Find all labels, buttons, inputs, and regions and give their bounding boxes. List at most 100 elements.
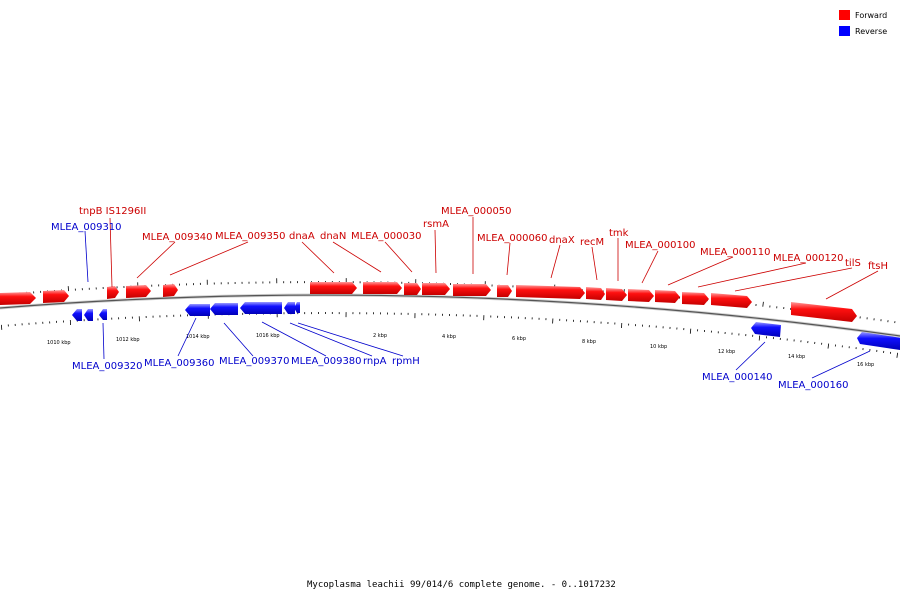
gene-forward — [363, 282, 402, 294]
tick-mark — [758, 335, 761, 341]
gene-label: rpmH — [392, 356, 420, 367]
gene-forward — [107, 286, 119, 299]
gene-label: dnaN — [320, 231, 346, 242]
legend: Forward Reverse — [839, 10, 887, 36]
gene-label: rnpA — [363, 356, 387, 367]
leader-line — [667, 256, 734, 286]
gene-forward — [628, 289, 654, 302]
gene-label: MLEA_000120 — [773, 253, 844, 264]
leader-line — [177, 317, 197, 357]
tick-label: 1016 kbp — [256, 333, 280, 339]
gene-forward — [126, 285, 151, 298]
forward-genes — [0, 282, 857, 322]
gene-reverse — [72, 309, 82, 321]
gene-label: tilS — [845, 258, 861, 269]
legend-forward-label: Forward — [855, 11, 887, 20]
gene-forward — [516, 285, 585, 299]
leader-line — [102, 322, 105, 360]
gene-forward — [310, 282, 357, 294]
tick-labels: 1010 kbp 1012 kbp 1014 kbp 1016 kbp 2 kb… — [47, 333, 874, 368]
leader-line — [301, 241, 335, 274]
gene-reverse — [751, 322, 781, 337]
leader-line — [84, 230, 89, 283]
leader-line — [169, 241, 249, 276]
genome-backbone-line — [0, 294, 900, 337]
gene-label: MLEA_009340 — [142, 232, 213, 243]
leader-line — [641, 250, 659, 284]
gene-forward — [422, 283, 450, 295]
gene-reverse — [857, 332, 900, 350]
leader-line — [332, 241, 382, 273]
leader-line — [384, 241, 413, 273]
gene-forward — [791, 302, 857, 322]
leader-line — [136, 241, 176, 279]
gene-label: MLEA_000110 — [700, 247, 771, 258]
tick-label: 6 kbp — [512, 336, 526, 342]
tick-label: 1010 kbp — [47, 340, 71, 346]
leader-line — [434, 229, 437, 274]
forward-gene-labels: tnpB IS1296II MLEA_009340 MLEA_009350 dn… — [79, 206, 888, 272]
leader-line — [223, 322, 254, 357]
gene-forward — [655, 290, 680, 303]
gene-reverse — [284, 302, 295, 314]
gene-label: MLEA_009350 — [215, 231, 286, 242]
gene-reverse — [99, 309, 107, 320]
gene-forward — [43, 290, 69, 303]
leader-line — [811, 350, 871, 379]
gene-label: MLEA_009380 — [291, 356, 362, 367]
gene-forward — [586, 287, 605, 300]
gene-label: rsmA — [423, 219, 449, 230]
legend-reverse-label: Reverse — [855, 27, 887, 36]
legend-reverse-swatch — [839, 26, 850, 36]
tick-mark — [689, 328, 692, 334]
gene-label: tmk — [609, 228, 629, 239]
tick-label: 12 kbp — [718, 349, 735, 355]
tick-label: 2 kbp — [373, 333, 387, 339]
gene-label: MLEA_000050 — [441, 206, 512, 217]
gene-label: MLEA_000030 — [351, 231, 422, 242]
leader-line — [550, 244, 561, 279]
tick-mark — [827, 343, 830, 349]
gene-label: MLEA_009370 — [219, 356, 290, 367]
reverse-genes — [72, 302, 900, 350]
leader-line — [734, 267, 853, 292]
leader-line — [297, 322, 404, 357]
tick-label: 8 kbp — [582, 339, 596, 345]
gene-forward — [404, 283, 421, 295]
legend-forward-swatch — [839, 10, 850, 20]
leader-line — [697, 262, 807, 288]
leader-line — [735, 341, 766, 371]
tick-mark — [762, 301, 764, 307]
leader-line — [109, 217, 113, 288]
gene-label: MLEA_000060 — [477, 233, 548, 244]
tick-label: 4 kbp — [442, 334, 456, 340]
gene-forward — [497, 285, 512, 297]
gene-reverse — [294, 302, 300, 313]
gene-label: MLEA_009360 — [144, 358, 215, 369]
gene-reverse — [240, 302, 282, 314]
genome-caption: Mycoplasma leachii 99/014/6 complete gen… — [307, 580, 616, 590]
gene-reverse — [84, 309, 93, 321]
gene-label: MLEA_000160 — [778, 380, 849, 391]
tick-label: 1012 kbp — [116, 337, 140, 343]
gene-forward — [0, 292, 36, 305]
gene-reverse — [210, 303, 238, 315]
gene-label: MLEA_009310 — [51, 222, 122, 233]
gene-label: dnaX — [549, 235, 575, 246]
leader-line — [261, 321, 327, 357]
leader-line — [825, 270, 879, 300]
gene-forward — [682, 292, 709, 305]
gene-label: dnaA — [289, 231, 315, 242]
leader-lines-forward — [109, 217, 879, 300]
leader-lines-reverse — [84, 230, 871, 379]
gene-label: MLEA_000100 — [625, 240, 696, 251]
gene-forward — [163, 284, 178, 297]
tick-label: 1014 kbp — [186, 334, 210, 340]
gene-label: MLEA_000140 — [702, 372, 773, 383]
gene-reverse — [185, 304, 210, 316]
tick-label: 16 kbp — [857, 362, 874, 368]
leader-line — [506, 242, 511, 276]
tick-label: 10 kbp — [650, 344, 667, 350]
gene-forward — [453, 284, 491, 296]
